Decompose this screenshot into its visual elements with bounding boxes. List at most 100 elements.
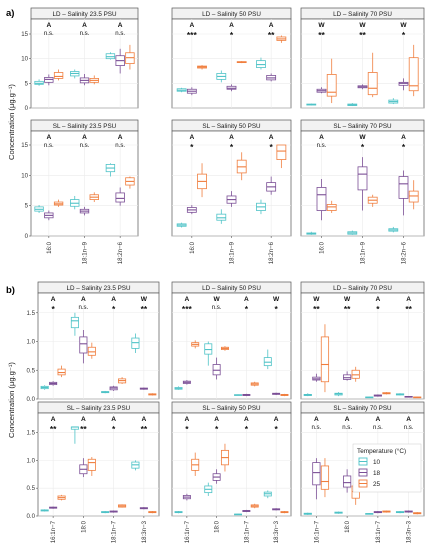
sig-letter: A: [314, 416, 319, 423]
box-18: [140, 388, 147, 390]
box-10: [366, 513, 373, 514]
box-25: [118, 504, 125, 507]
box-body: [321, 466, 328, 489]
box-body: [71, 317, 78, 327]
facet-panel: SL – Salinity 23.5 PSU051015An.s.An.s.An…: [21, 120, 138, 264]
box-18: [243, 394, 250, 396]
facet-panel: SL – Salinity 70 PSUAn.s.W*A*16:0 18:1n−9…: [301, 120, 424, 264]
sig-letter: A: [375, 296, 380, 303]
box-25: [281, 511, 288, 513]
legend-label: 25: [373, 481, 381, 488]
box-25: [281, 394, 288, 396]
sig-letter: W: [344, 296, 351, 303]
facet-title: SL – Salinity 70 PSU: [333, 123, 392, 130]
sig-mark: ***: [182, 304, 193, 314]
box-body: [205, 344, 212, 354]
box-18: [243, 510, 250, 512]
sig-letter: A: [46, 22, 51, 29]
sig-letter: A: [111, 416, 116, 423]
y-tick-label: 0.5: [27, 367, 36, 374]
legend-label: 10: [373, 459, 381, 466]
sig-mark: **: [80, 424, 87, 434]
sig-mark: n.s.: [342, 424, 352, 431]
sig-mark: **: [359, 30, 366, 40]
facet-title: SL – Salinity 70 PSU: [333, 405, 392, 412]
x-tick-label: 18:1n−9: [82, 241, 89, 264]
x-tick-label: 16:1n−7: [50, 520, 57, 543]
x-tick-label: 16:0: [46, 241, 53, 253]
facet-title: LD – Salinity 70 PSU: [333, 11, 392, 18]
sig-mark: **: [318, 30, 325, 40]
x-tick-label: 18:0: [214, 520, 221, 532]
facet-title: LD – Salinity 23.5 PSU: [52, 11, 117, 18]
y-axis-label: Concentration (μg.g⁻¹): [7, 84, 16, 160]
facet-title: SL – Salinity 23.5 PSU: [67, 405, 131, 412]
y-tick-label: 0: [25, 105, 29, 112]
sig-letter: A: [51, 416, 56, 423]
box-10: [234, 514, 241, 515]
sig-letter: A: [189, 134, 194, 141]
facet-panel: SL – Salinity 23.5 PSU0.00.51.01.5A**A**…: [27, 402, 159, 543]
box-10: [102, 511, 109, 513]
box-18: [140, 507, 147, 509]
sig-letter: A: [375, 416, 380, 423]
y-tick-label: 10: [21, 172, 28, 179]
box-18: [374, 394, 381, 396]
sig-letter: A: [244, 296, 249, 303]
box-25: [414, 397, 421, 398]
y-tick-label: 10: [21, 56, 28, 63]
box-body: [213, 365, 220, 375]
box-body: [399, 177, 408, 199]
box-10: [307, 104, 316, 106]
sig-mark: n.s.: [115, 142, 125, 149]
x-tick-label: 18:0: [344, 520, 351, 532]
facet-title: LD – Salinity 50 PSU: [202, 285, 261, 292]
sig-letter: W: [313, 296, 320, 303]
box-body: [343, 375, 350, 380]
box-10: [41, 509, 48, 511]
facet-panel: SL – Salinity 50 PSUA*A*A*A*16:1n−7 18:0 1…: [172, 402, 291, 543]
box-18: [273, 508, 280, 510]
sig-letter: W: [141, 296, 148, 303]
sig-mark: n.s.: [80, 142, 90, 149]
sig-letter: A: [345, 416, 350, 423]
sig-letter: A: [81, 416, 86, 423]
box-18: [49, 507, 56, 509]
y-tick-label: 0: [25, 233, 29, 240]
x-tick-label: 18:1n−7: [111, 520, 118, 543]
box-body: [409, 191, 418, 202]
box-body: [217, 214, 226, 220]
box-10: [304, 513, 311, 515]
sig-letter: W: [273, 296, 280, 303]
sig-mark: **: [141, 424, 148, 434]
box-body: [358, 167, 367, 190]
x-tick-label: 18:1n−9: [360, 241, 367, 264]
x-tick-label: 18:0: [80, 520, 87, 532]
chart-b: b) Concentration (μg.g⁻¹) LD – Salinity 23…: [6, 282, 424, 543]
sig-letter: A: [244, 416, 249, 423]
sig-mark: n.s.: [311, 424, 321, 431]
box-10: [396, 511, 403, 513]
sig-mark: **: [141, 304, 148, 314]
sig-letter: A: [141, 416, 146, 423]
y-axis-label: Concentration (μg.g⁻¹): [7, 362, 16, 438]
x-tick-label: 18:2n−6: [268, 241, 275, 264]
box-10: [335, 512, 342, 514]
x-tick-label: 18:3n−3: [406, 520, 413, 543]
sig-letter: W: [400, 22, 407, 29]
box-body: [80, 337, 87, 353]
y-tick-label: 1.5: [27, 310, 36, 317]
sig-letter: W: [214, 296, 221, 303]
box-body: [368, 72, 377, 94]
panel-frame: [172, 413, 291, 516]
box-25: [237, 61, 246, 63]
sig-mark: ***: [187, 30, 198, 40]
facet-panel: LD – Salinity 70 PSUW**W**W*: [301, 8, 424, 108]
sig-letter: W: [359, 22, 366, 29]
x-tick-label: 18:1n−9: [229, 241, 236, 264]
box-18: [405, 510, 412, 512]
box-body: [264, 358, 271, 366]
sig-letter: A: [189, 22, 194, 29]
panel-label: a): [6, 8, 14, 19]
